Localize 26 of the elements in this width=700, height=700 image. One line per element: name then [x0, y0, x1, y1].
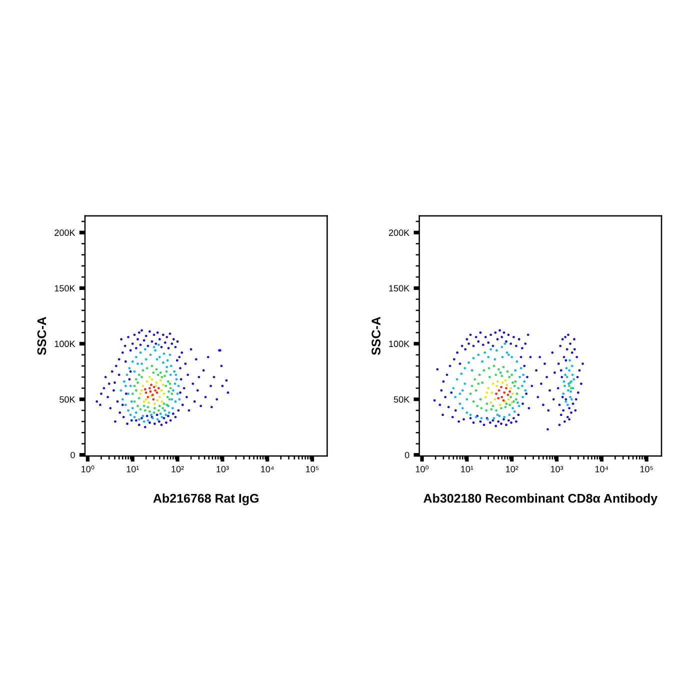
x-tick-label: 10⁵: [640, 466, 653, 472]
y-tick-label: 50K: [60, 396, 76, 403]
y-tick-label: 150K: [389, 285, 410, 292]
x-tick-label: 10¹: [126, 466, 139, 472]
y-tick-label: 100K: [389, 340, 410, 348]
y-tick-label: 50K: [394, 396, 410, 403]
x-tick-label: 10³: [216, 466, 229, 472]
y-tick-label: 200K: [388, 230, 410, 236]
y-axis-title: SSC-A: [372, 316, 380, 356]
x-tick-label: 10²: [172, 466, 184, 472]
x-tick-label: 10³: [550, 466, 564, 472]
x-tick-label: 10²: [506, 466, 518, 472]
y-tick-label: 100K: [54, 340, 76, 348]
x-tick-label: 10⁰: [416, 466, 429, 472]
x-axis-title: Ab216768 Rat IgG: [153, 494, 258, 506]
x-tick-label: 10⁵: [306, 466, 319, 472]
y-tick-label: 150K: [54, 285, 76, 292]
y-tick-label: 0: [70, 452, 75, 458]
x-axis-title: Ab302180 Recombinant CD8α Antibody: [424, 494, 658, 506]
y-tick-label: 200K: [54, 230, 76, 236]
x-tick-label: 10⁰: [82, 466, 94, 472]
x-tick-label: 10¹: [461, 466, 474, 472]
x-tick-label: 10⁴: [261, 466, 274, 472]
x-tick-label: 10⁴: [595, 466, 608, 472]
y-axis-title: SSC-A: [37, 316, 46, 356]
y-tick-label: 0: [404, 452, 410, 458]
